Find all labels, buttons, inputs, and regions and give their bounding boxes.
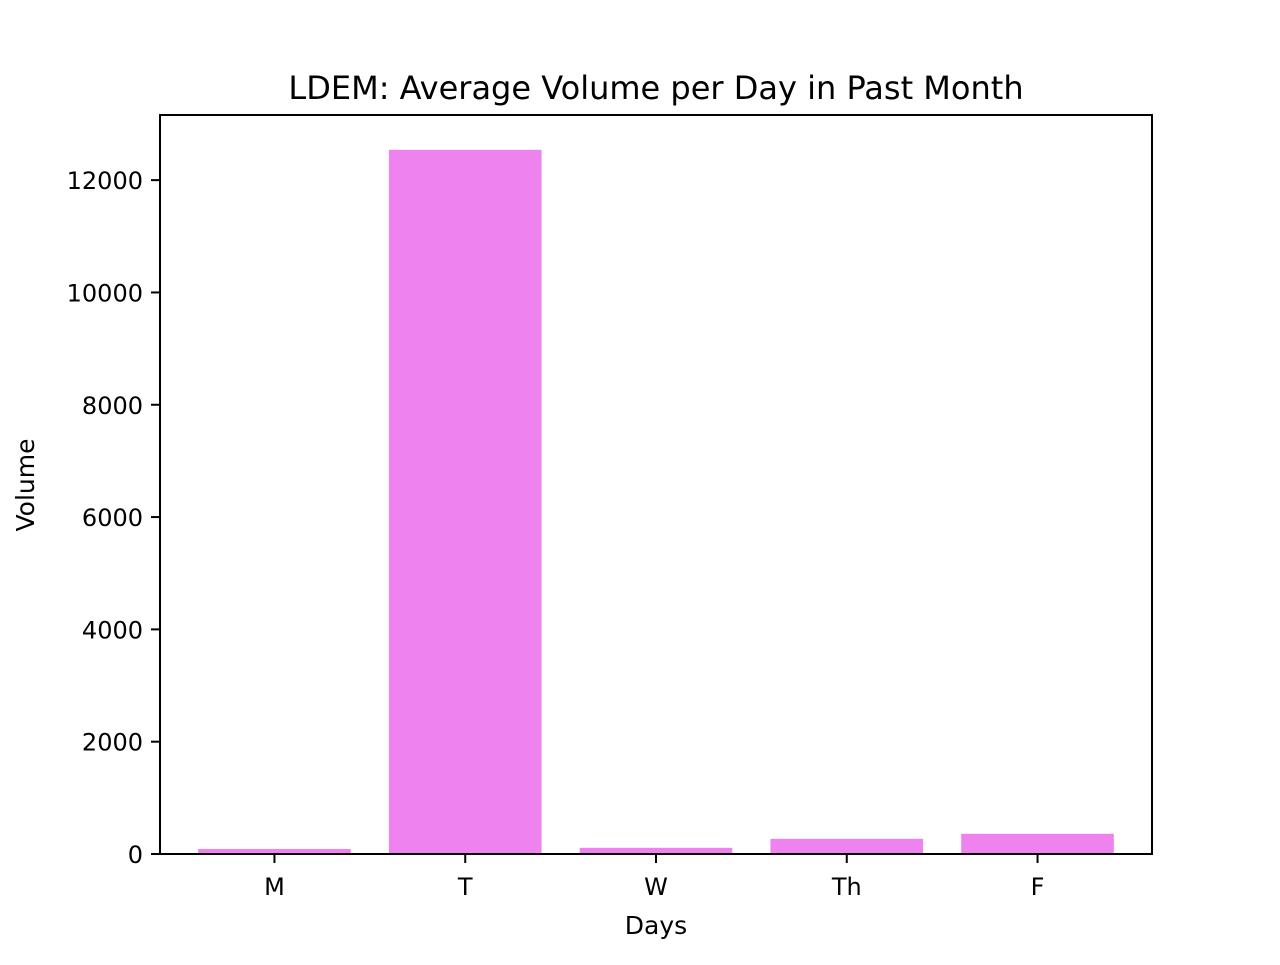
y-tick-label: 0 bbox=[128, 841, 143, 869]
y-axis: 0 2000 4000 6000 8000 10000 12000 bbox=[67, 167, 160, 869]
y-tick-label: 8000 bbox=[82, 392, 143, 420]
bar-t bbox=[388, 149, 542, 855]
x-axis: M T W Th F bbox=[264, 854, 1044, 901]
bar-f bbox=[961, 833, 1114, 854]
x-tick-label: T bbox=[457, 873, 473, 901]
x-axis-label: Days bbox=[625, 911, 687, 940]
bars-layer bbox=[198, 149, 1114, 855]
x-tick-label: W bbox=[644, 873, 668, 901]
y-axis-label: Volume bbox=[11, 439, 40, 532]
chart-title: LDEM: Average Volume per Day in Past Mon… bbox=[288, 69, 1023, 107]
bar-m bbox=[198, 848, 351, 854]
y-tick-label: 12000 bbox=[67, 167, 143, 195]
bar-th bbox=[770, 838, 924, 854]
x-tick-label: Th bbox=[831, 873, 862, 901]
bar-w bbox=[579, 847, 733, 854]
y-tick-label: 4000 bbox=[82, 616, 143, 644]
plot-frame bbox=[159, 114, 1153, 855]
y-tick-label: 10000 bbox=[67, 279, 143, 307]
y-tick-label: 6000 bbox=[82, 504, 143, 532]
y-tick-label: 2000 bbox=[82, 729, 143, 757]
x-tick-label: F bbox=[1031, 873, 1045, 901]
x-tick-label: M bbox=[264, 873, 285, 901]
